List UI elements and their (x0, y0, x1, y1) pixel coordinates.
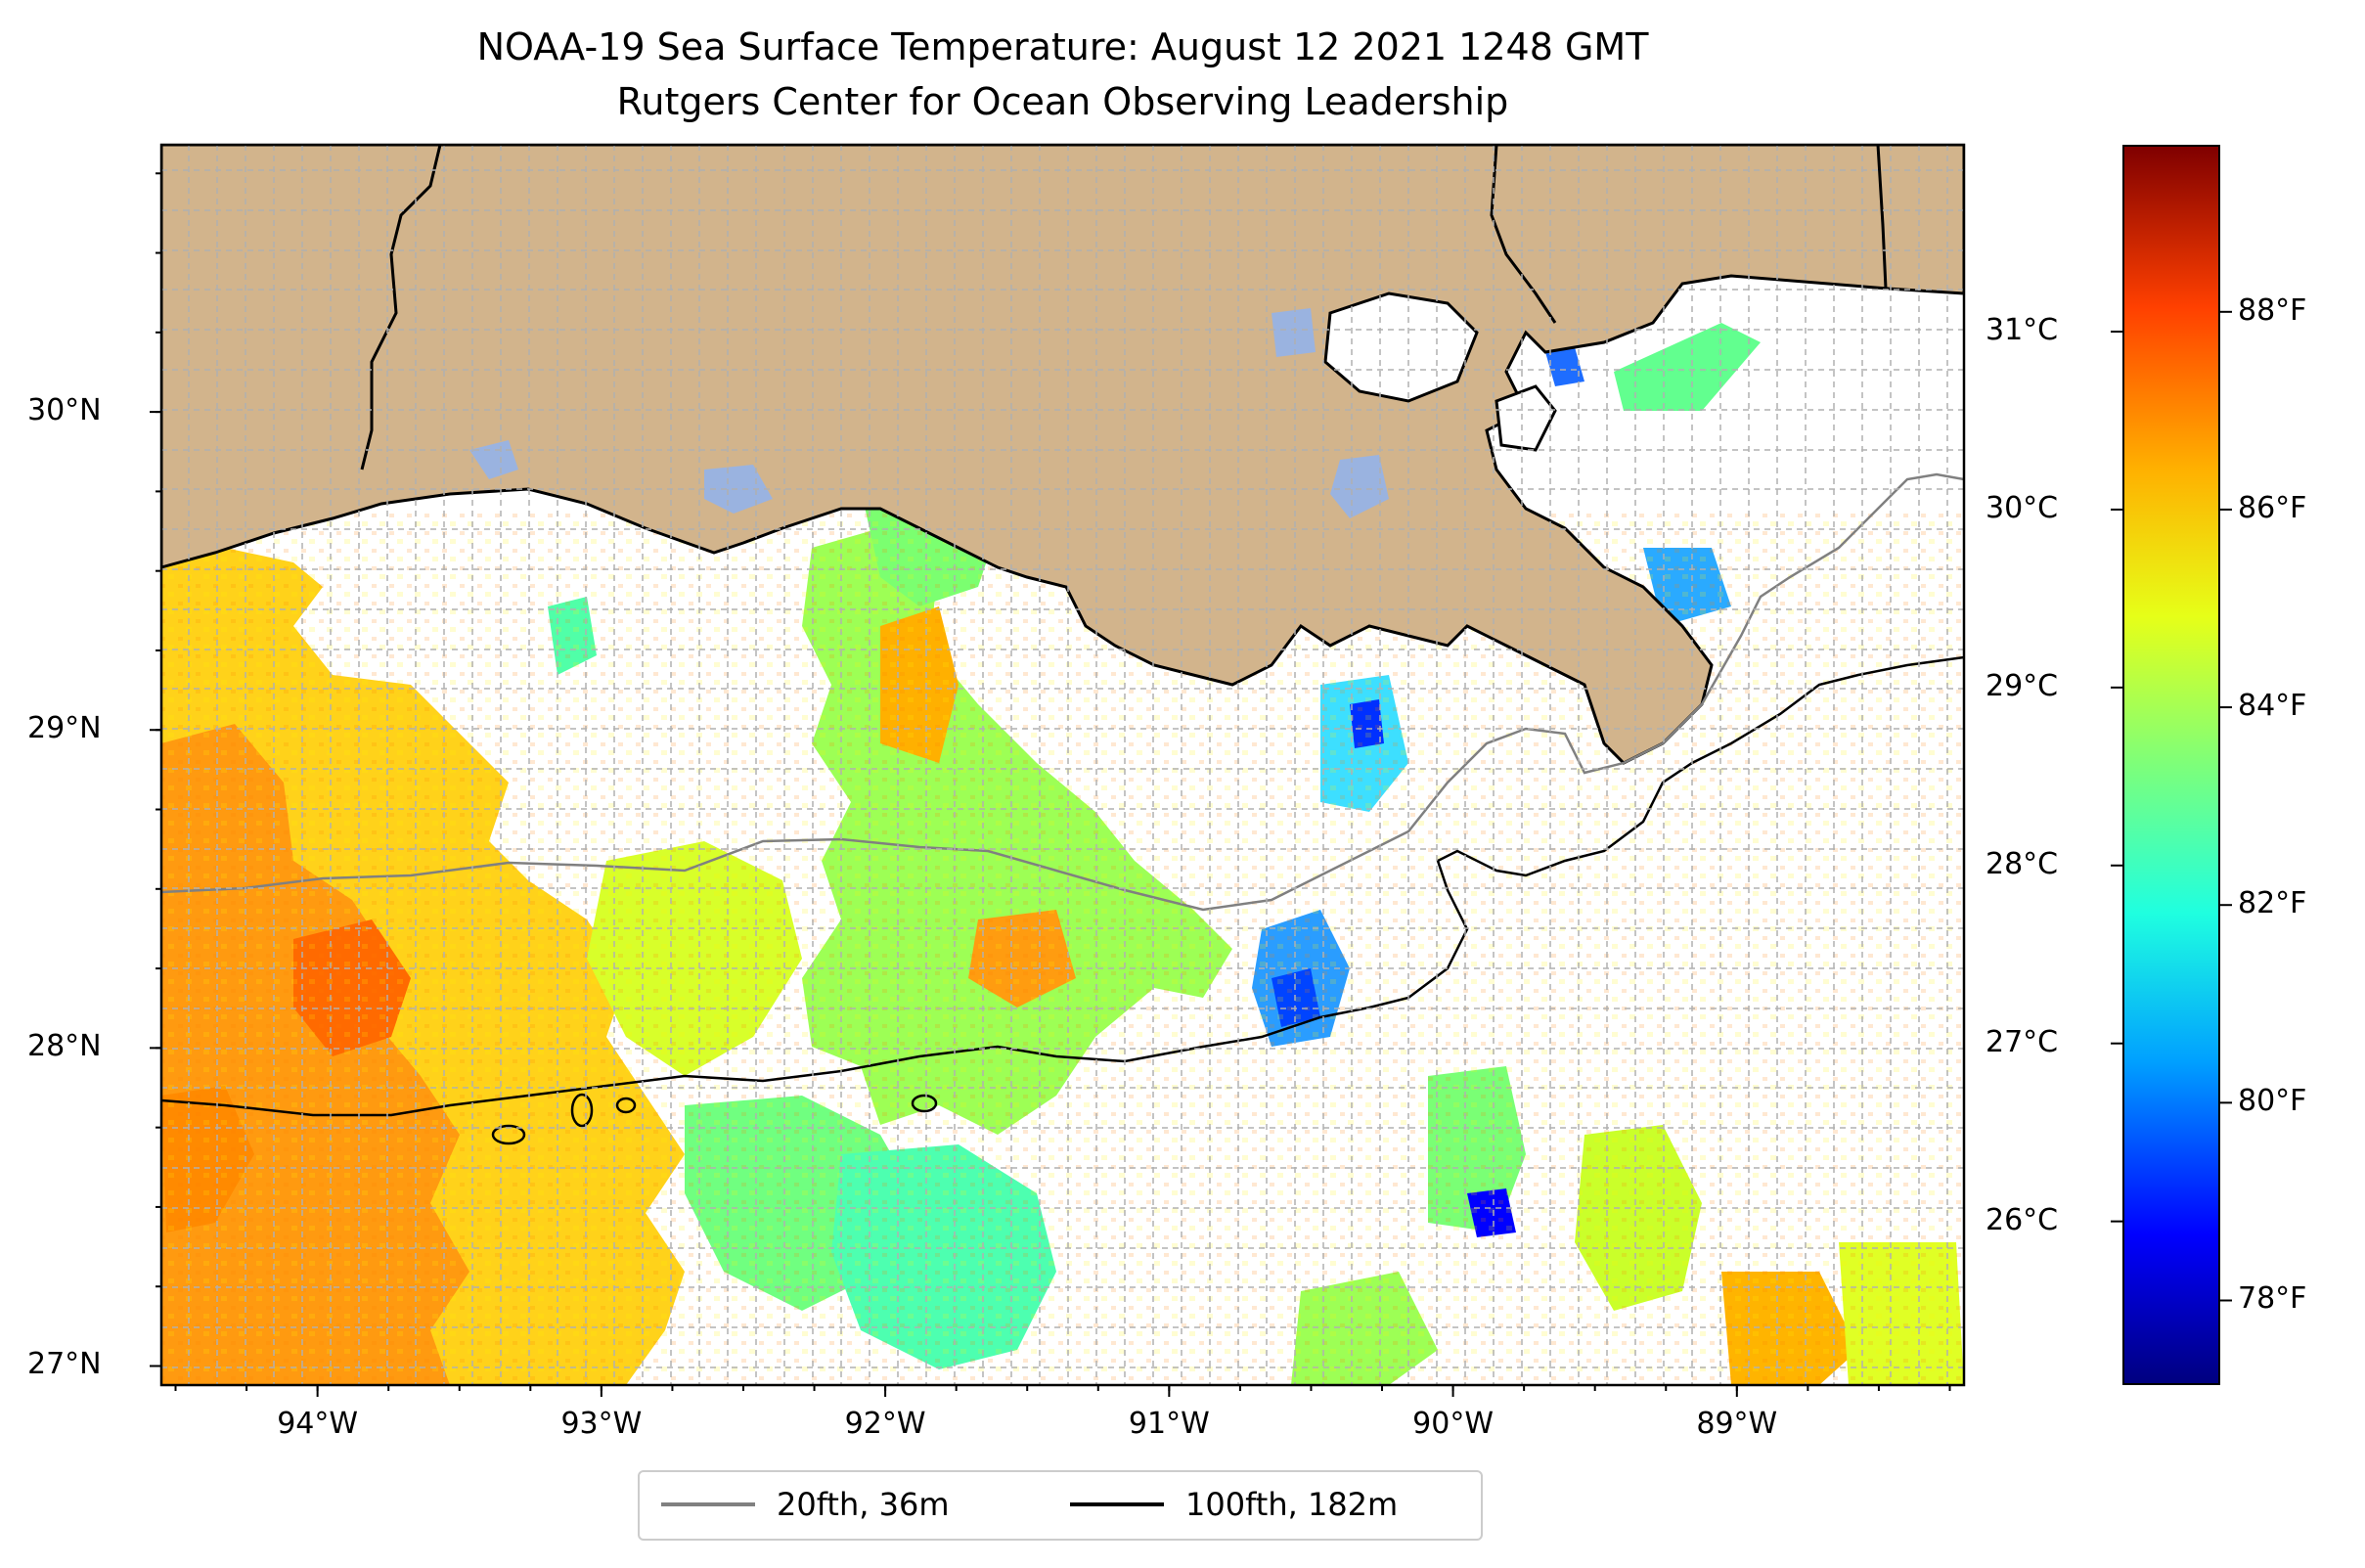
fahrenheit-tick-label: 88°F (2238, 292, 2307, 328)
legend-label: 100fth, 182m (1185, 1486, 1399, 1523)
legend-item-100fth: 100fth, 182m (1070, 1486, 1398, 1523)
lat-tick-label: 30°N (27, 393, 102, 428)
seamount-contour (491, 1124, 526, 1145)
lon-tick-label: 89°W (1696, 1407, 1778, 1441)
map-frame (159, 143, 1966, 1387)
celsius-tick-label: 26°C (1986, 1202, 2059, 1237)
lon-tick-label: 90°W (1412, 1407, 1494, 1441)
seamount-contour (570, 1093, 594, 1128)
celsius-tick-label: 29°C (1986, 668, 2059, 703)
state-boundary (360, 145, 442, 470)
lon-tick-label: 94°W (277, 1407, 359, 1441)
seamount-contour (615, 1097, 637, 1114)
legend-line-black (1070, 1502, 1164, 1506)
lake (1330, 455, 1389, 518)
lake (1272, 308, 1316, 357)
fahrenheit-tick-label: 84°F (2238, 689, 2307, 724)
map-title: NOAA-19 Sea Surface Temperature: August … (476, 25, 1649, 68)
lat-tick-label: 28°N (27, 1029, 102, 1064)
axis-ticks (150, 172, 1951, 1397)
seamount-contour (911, 1094, 938, 1113)
legend: 20fth, 36m 100fth, 182m (638, 1470, 1483, 1541)
colorbar-ticks (2111, 310, 2232, 1302)
map-subtitle: Rutgers Center for Ocean Observing Leade… (616, 80, 1509, 123)
state-boundary (1876, 145, 1888, 290)
land-area (161, 145, 1964, 765)
celsius-tick-label: 28°C (1986, 846, 2059, 881)
celsius-tick-label: 31°C (1986, 313, 2059, 348)
lon-tick-label: 92°W (844, 1407, 926, 1441)
lon-tick-label: 91°W (1128, 1407, 1210, 1441)
map-area (161, 145, 1964, 1385)
celsius-tick-label: 30°C (1986, 490, 2059, 525)
lake-borgne (1495, 384, 1557, 452)
fahrenheit-tick-label: 78°F (2238, 1281, 2307, 1317)
lat-tick-label: 27°N (27, 1347, 102, 1382)
legend-line-gray (661, 1502, 755, 1506)
colorbar (2122, 145, 2220, 1385)
legend-label: 20fth, 36m (777, 1486, 950, 1523)
lat-tick-label: 29°N (27, 711, 102, 746)
fahrenheit-tick-label: 86°F (2238, 490, 2307, 525)
isobath-20fth (161, 472, 1964, 912)
gridlines (161, 145, 1964, 1385)
lon-tick-label: 93°W (560, 1407, 643, 1441)
fahrenheit-tick-label: 82°F (2238, 886, 2307, 921)
fahrenheit-tick-label: 80°F (2238, 1084, 2307, 1119)
celsius-tick-label: 27°C (1986, 1024, 2059, 1059)
legend-item-20fth: 20fth, 36m (661, 1486, 949, 1523)
